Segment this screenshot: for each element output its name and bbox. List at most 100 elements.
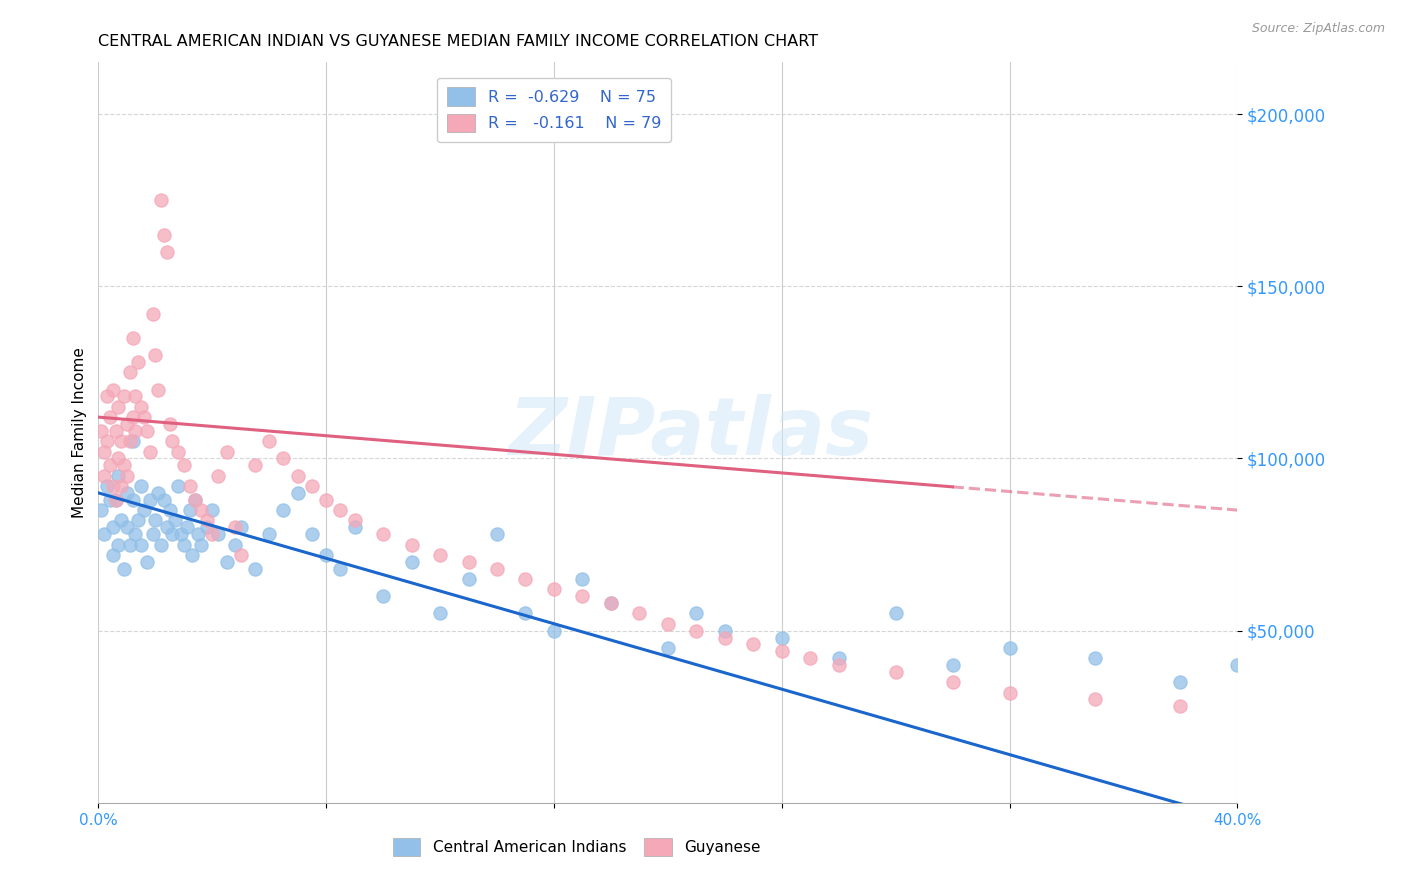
Point xyxy=(110,479,132,493)
Point xyxy=(93,444,115,458)
Point xyxy=(90,503,112,517)
Point xyxy=(429,607,451,621)
Point xyxy=(343,520,366,534)
Point xyxy=(93,468,115,483)
Point xyxy=(515,572,537,586)
Point xyxy=(101,548,124,562)
Point xyxy=(401,537,423,551)
Point xyxy=(98,492,121,507)
Point xyxy=(1170,675,1192,690)
Legend: Central American Indians, Guyanese: Central American Indians, Guyanese xyxy=(387,832,766,862)
Point xyxy=(176,520,198,534)
Point xyxy=(190,537,212,551)
Point xyxy=(101,520,124,534)
Point xyxy=(942,675,965,690)
Point xyxy=(118,434,141,449)
Point xyxy=(156,520,179,534)
Point xyxy=(153,492,176,507)
Point xyxy=(107,468,129,483)
Point xyxy=(190,503,212,517)
Point xyxy=(207,527,229,541)
Point xyxy=(132,410,155,425)
Point xyxy=(998,685,1021,699)
Point xyxy=(315,492,337,507)
Point xyxy=(101,479,124,493)
Point xyxy=(127,355,149,369)
Point xyxy=(600,596,623,610)
Point xyxy=(129,479,152,493)
Point xyxy=(243,458,266,473)
Point xyxy=(457,555,479,569)
Point xyxy=(229,520,252,534)
Point xyxy=(1226,658,1249,673)
Point xyxy=(115,486,138,500)
Point xyxy=(215,444,238,458)
Point xyxy=(150,193,173,207)
Point xyxy=(1084,651,1107,665)
Point xyxy=(148,383,170,397)
Point xyxy=(486,527,509,541)
Point xyxy=(181,548,204,562)
Point xyxy=(107,400,129,414)
Point xyxy=(124,527,146,541)
Point xyxy=(135,424,157,438)
Point xyxy=(884,607,907,621)
Point xyxy=(1084,692,1107,706)
Point xyxy=(112,458,135,473)
Point xyxy=(167,444,190,458)
Point xyxy=(884,665,907,679)
Point xyxy=(165,513,187,527)
Point xyxy=(170,527,193,541)
Point xyxy=(141,527,163,541)
Point xyxy=(301,527,323,541)
Point xyxy=(184,492,207,507)
Point xyxy=(187,527,209,541)
Point xyxy=(343,513,366,527)
Point xyxy=(373,527,395,541)
Point xyxy=(132,503,155,517)
Point xyxy=(243,561,266,575)
Point xyxy=(571,572,593,586)
Point xyxy=(115,468,138,483)
Point xyxy=(401,555,423,569)
Point xyxy=(121,410,143,425)
Point xyxy=(118,365,141,379)
Point xyxy=(714,631,737,645)
Point xyxy=(93,527,115,541)
Point xyxy=(714,624,737,638)
Point xyxy=(315,548,337,562)
Point xyxy=(110,513,132,527)
Point xyxy=(115,417,138,431)
Point xyxy=(115,520,138,534)
Point xyxy=(1170,699,1192,714)
Point xyxy=(145,513,167,527)
Point xyxy=(96,434,118,449)
Point xyxy=(107,451,129,466)
Point xyxy=(159,417,181,431)
Point xyxy=(104,492,127,507)
Point xyxy=(150,537,173,551)
Point xyxy=(287,486,309,500)
Point xyxy=(184,492,207,507)
Point xyxy=(173,458,195,473)
Point xyxy=(195,513,218,527)
Point xyxy=(457,572,479,586)
Point xyxy=(515,607,537,621)
Point xyxy=(101,383,124,397)
Point xyxy=(179,479,201,493)
Point xyxy=(121,492,143,507)
Point xyxy=(301,479,323,493)
Point xyxy=(742,637,765,651)
Point xyxy=(104,424,127,438)
Point xyxy=(110,434,132,449)
Point xyxy=(129,537,152,551)
Point xyxy=(148,486,170,500)
Point xyxy=(129,400,152,414)
Point xyxy=(828,651,851,665)
Point xyxy=(998,640,1021,655)
Point xyxy=(179,503,201,517)
Point xyxy=(90,424,112,438)
Point xyxy=(207,468,229,483)
Point xyxy=(543,624,565,638)
Point xyxy=(96,479,118,493)
